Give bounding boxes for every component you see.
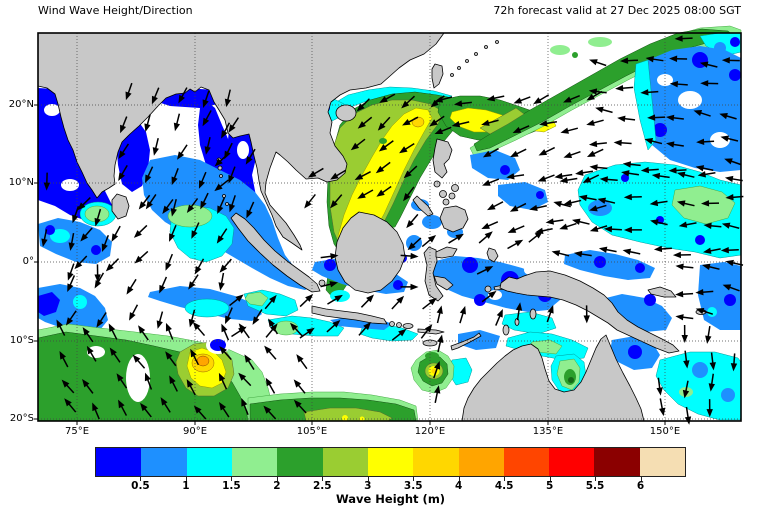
colorbar-tickmark	[322, 477, 324, 481]
graticule	[38, 33, 741, 421]
colorbar-cell	[413, 448, 459, 476]
page-title: Wind Wave Height/Direction	[38, 4, 193, 17]
lat-tick-label: 10°N	[8, 177, 34, 188]
lat-tick-label: 10°S	[9, 335, 34, 346]
lon-tick-label: 135°E	[532, 426, 564, 437]
colorbar-tick-label: 3.5	[403, 480, 423, 492]
land-hainan	[335, 104, 357, 122]
colorbar-tick-label: 4.5	[494, 480, 514, 492]
colorbar-tickmark	[367, 477, 369, 481]
colorbar-tick-label: 2.5	[312, 480, 332, 492]
colorbar-cell	[367, 448, 414, 476]
land-new-britain	[647, 286, 677, 298]
land-sulawesi	[423, 246, 444, 302]
colorbar-tick-label: 5.5	[585, 480, 605, 492]
colorbar-tickmark	[595, 477, 597, 481]
colorbar-tick-label: 4	[455, 480, 463, 492]
land-sumatra	[230, 212, 321, 293]
colorbar-cell	[141, 448, 187, 476]
land-mindanao	[439, 205, 469, 233]
lon-tick-label: 75°E	[64, 426, 90, 437]
lat-tick-label: 20°S	[9, 413, 34, 424]
colorbar-cell	[186, 448, 232, 476]
land-borneo	[334, 211, 406, 294]
land-taiwan	[431, 63, 444, 89]
land-sri-lanka	[111, 193, 130, 220]
land-asia-mainland	[37, 32, 445, 251]
land-java	[311, 305, 388, 325]
colorbar-tick-label: 3	[364, 480, 372, 492]
colorbar-tick-label: 0.5	[131, 480, 150, 492]
land-masses	[37, 32, 707, 422]
land-luzon	[432, 138, 453, 179]
lat-tick-label: 0°	[22, 256, 34, 267]
land-timor	[450, 332, 482, 351]
lon-tick-label: 120°E	[414, 426, 446, 437]
colorbar-tickmark	[185, 477, 187, 481]
colorbar-tickmark	[458, 477, 460, 481]
colorbar-cell	[549, 448, 595, 476]
lon-tick-label: 105°E	[296, 426, 328, 437]
colorbar-cell	[639, 448, 686, 476]
colorbar-cell	[458, 448, 504, 476]
lat-tick-label: 20°N	[8, 99, 34, 110]
colorbar-cell	[594, 448, 640, 476]
colorbar-cell	[96, 448, 142, 476]
colorbar-tickmark	[276, 477, 278, 481]
colorbar-tick-label: 2	[273, 480, 281, 492]
colorbar-tickmark	[140, 477, 142, 481]
colorbar-cell	[322, 448, 368, 476]
lon-tick-label: 150°E	[649, 426, 681, 437]
colorbar-tickmark	[504, 477, 506, 481]
land-new-guinea	[499, 270, 680, 354]
colorbar-cell	[277, 448, 323, 476]
colorbar-title: Wave Height (m)	[335, 492, 446, 506]
valid-time-label: 72h forecast valid at 27 Dec 2025 08:00 …	[493, 4, 741, 17]
colorbar-cell	[503, 448, 550, 476]
colorbar-tick-label: 6	[636, 480, 645, 492]
colorbar-tick-label: 5	[545, 480, 554, 492]
colorbar-tick-label: 1.5	[222, 480, 241, 492]
colorbar-cell	[231, 448, 278, 476]
land-palawan	[412, 195, 434, 217]
land-australia	[461, 334, 645, 422]
lon-tick-label: 90°E	[182, 426, 208, 437]
colorbar	[95, 447, 686, 477]
colorbar-tickmark	[549, 477, 551, 481]
colorbar-tickmark	[231, 477, 233, 481]
colorbar-tickmark	[413, 477, 415, 481]
map-border	[37, 32, 742, 422]
wave-direction-arrows	[41, 35, 744, 425]
colorbar-tick-label: 1	[182, 480, 190, 492]
colorbar-tickmark	[640, 477, 642, 481]
